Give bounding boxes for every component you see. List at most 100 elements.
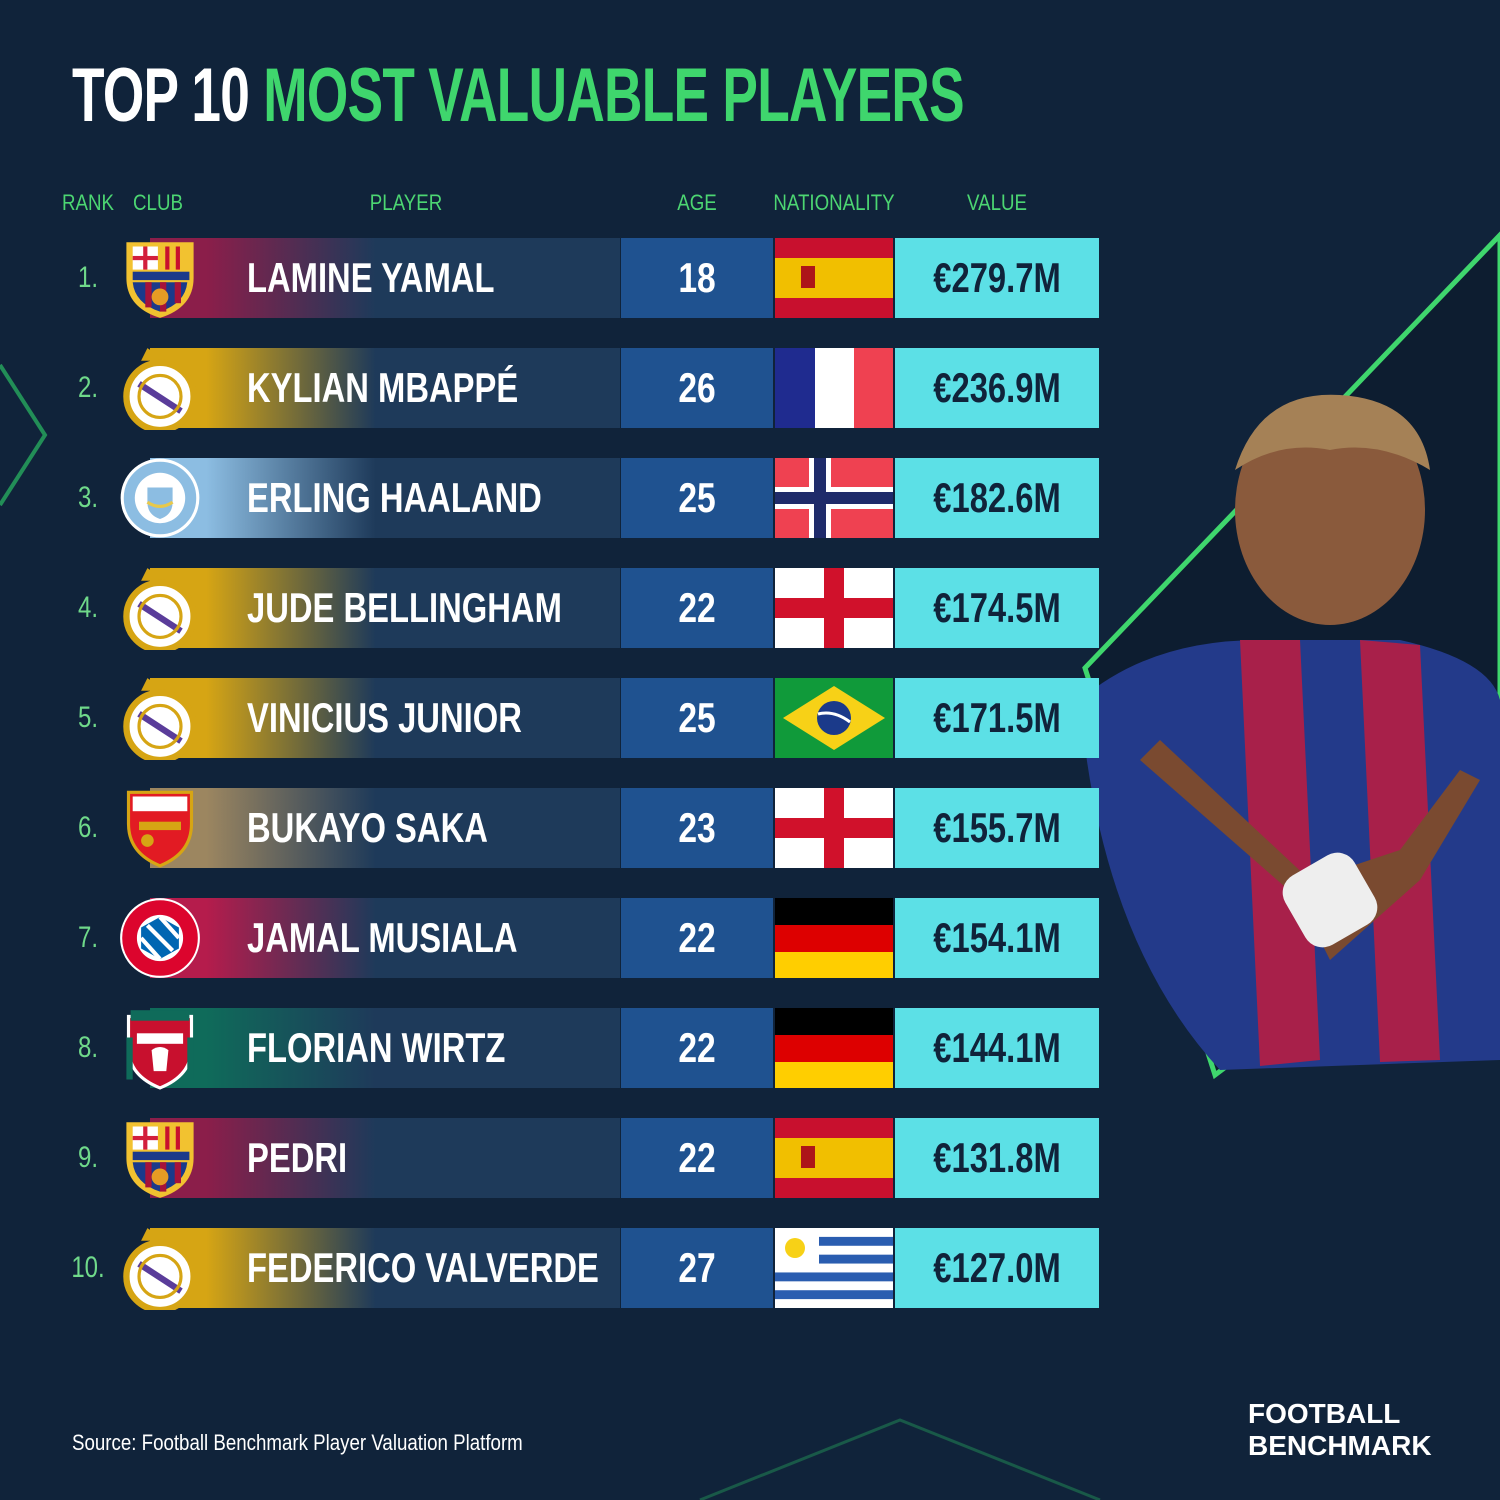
name-band <box>150 568 620 648</box>
club-logo-part <box>139 915 181 961</box>
flag <box>775 1008 893 1088</box>
player-name: FEDERICO VALVERDE <box>247 1244 599 1291</box>
column-header: PLAYER <box>369 190 443 215</box>
name-band <box>150 788 620 868</box>
club-logo-part <box>137 381 183 414</box>
value: €131.8M <box>933 1134 1061 1181</box>
club-logo-part <box>126 790 194 868</box>
player-name: PEDRI <box>247 1134 348 1181</box>
value: €155.7M <box>933 804 1061 851</box>
brand: FOOTBALL <box>1248 1398 1401 1429</box>
name-band <box>150 1118 620 1198</box>
age: 26 <box>678 364 716 411</box>
name-band <box>150 238 620 318</box>
club-logo-part <box>132 271 190 281</box>
age-cell <box>621 678 773 758</box>
rank: 8. <box>77 1031 99 1064</box>
flag-part <box>775 1062 893 1088</box>
value-cell <box>895 348 1099 428</box>
value-cell <box>895 1008 1099 1088</box>
club-logo-part <box>151 288 169 306</box>
flag-part <box>775 1118 893 1198</box>
club-logo-part <box>123 1228 197 1314</box>
age: 23 <box>678 804 716 851</box>
glow-line <box>0 363 48 507</box>
flag-part <box>775 1138 893 1178</box>
club-logo-part <box>120 898 200 978</box>
club-logo-part <box>146 500 174 508</box>
club-logo-part <box>145 282 152 308</box>
flag-part <box>775 1008 893 1035</box>
flag-part <box>775 788 893 868</box>
club-logo-part <box>137 593 183 639</box>
photo-hair <box>1235 394 1430 470</box>
club-logo-part <box>165 1126 170 1150</box>
flag <box>775 1228 893 1308</box>
flag-part <box>775 258 893 298</box>
club-logo-part <box>141 1228 179 1241</box>
player-name: JUDE BELLINGHAM <box>247 584 562 631</box>
value: €171.5M <box>933 694 1061 741</box>
name-band <box>150 1008 620 1088</box>
value: €182.6M <box>933 474 1061 521</box>
flag-part <box>775 1008 893 1088</box>
title-highlight: MOST VALUABLE PLAYERS <box>263 53 964 138</box>
club-logo-part <box>130 1010 190 1021</box>
rank: 5. <box>77 701 99 734</box>
age-cell <box>621 568 773 648</box>
column-header: VALUE <box>967 190 1027 215</box>
age-cell <box>621 458 773 538</box>
club-logo-part <box>126 1122 194 1198</box>
club-logo-part <box>187 1037 194 1080</box>
value-cell <box>895 458 1099 538</box>
club-logo-part <box>175 246 180 270</box>
age-cell <box>621 1228 773 1308</box>
name-band <box>150 1228 620 1308</box>
flag-part <box>775 925 893 952</box>
club-logo-part <box>120 458 200 538</box>
age: 25 <box>678 474 716 521</box>
rank: 2. <box>77 371 99 404</box>
name-band <box>150 458 620 538</box>
club-logo-part <box>126 1010 194 1090</box>
flag-part <box>775 898 893 925</box>
flag-part <box>775 678 893 758</box>
club-logo-part <box>174 1162 181 1184</box>
flag-part <box>775 1254 893 1264</box>
player-name: VINICIUS JUNIOR <box>247 694 522 741</box>
flag-part <box>817 701 851 735</box>
value-cell <box>895 678 1099 758</box>
club-logo-part <box>141 568 179 581</box>
value-cell <box>895 1228 1099 1308</box>
club-logo <box>118 236 202 320</box>
player-name: BUKAYO SAKA <box>247 804 488 851</box>
age-cell <box>621 788 773 868</box>
club-logo-part <box>151 1168 169 1186</box>
club-logo-part <box>132 1135 158 1141</box>
flag-part <box>775 598 893 618</box>
club-logo <box>118 786 202 870</box>
club-logo-part <box>137 711 183 744</box>
club-logo <box>118 896 202 980</box>
player-name: JAMAL MUSIALA <box>247 914 518 961</box>
flag-part <box>854 348 893 428</box>
value-cell <box>895 1118 1099 1198</box>
club-logo-part <box>123 348 197 434</box>
club-logo-part <box>141 834 154 847</box>
club-logo <box>118 346 202 434</box>
flag-part <box>775 348 815 428</box>
age: 22 <box>678 914 716 961</box>
flag <box>775 568 893 648</box>
age: 22 <box>678 1134 716 1181</box>
club-logo-part <box>147 487 173 519</box>
club-logo-part <box>145 1162 152 1188</box>
club-logo <box>118 676 202 764</box>
flag-part <box>775 1228 893 1308</box>
club-logo-part <box>141 678 179 691</box>
brand: BENCHMARK <box>1248 1430 1432 1461</box>
club-logo-part <box>141 348 179 361</box>
flag-part <box>775 348 893 428</box>
rank: 6. <box>77 811 99 844</box>
value-cell <box>895 238 1099 318</box>
